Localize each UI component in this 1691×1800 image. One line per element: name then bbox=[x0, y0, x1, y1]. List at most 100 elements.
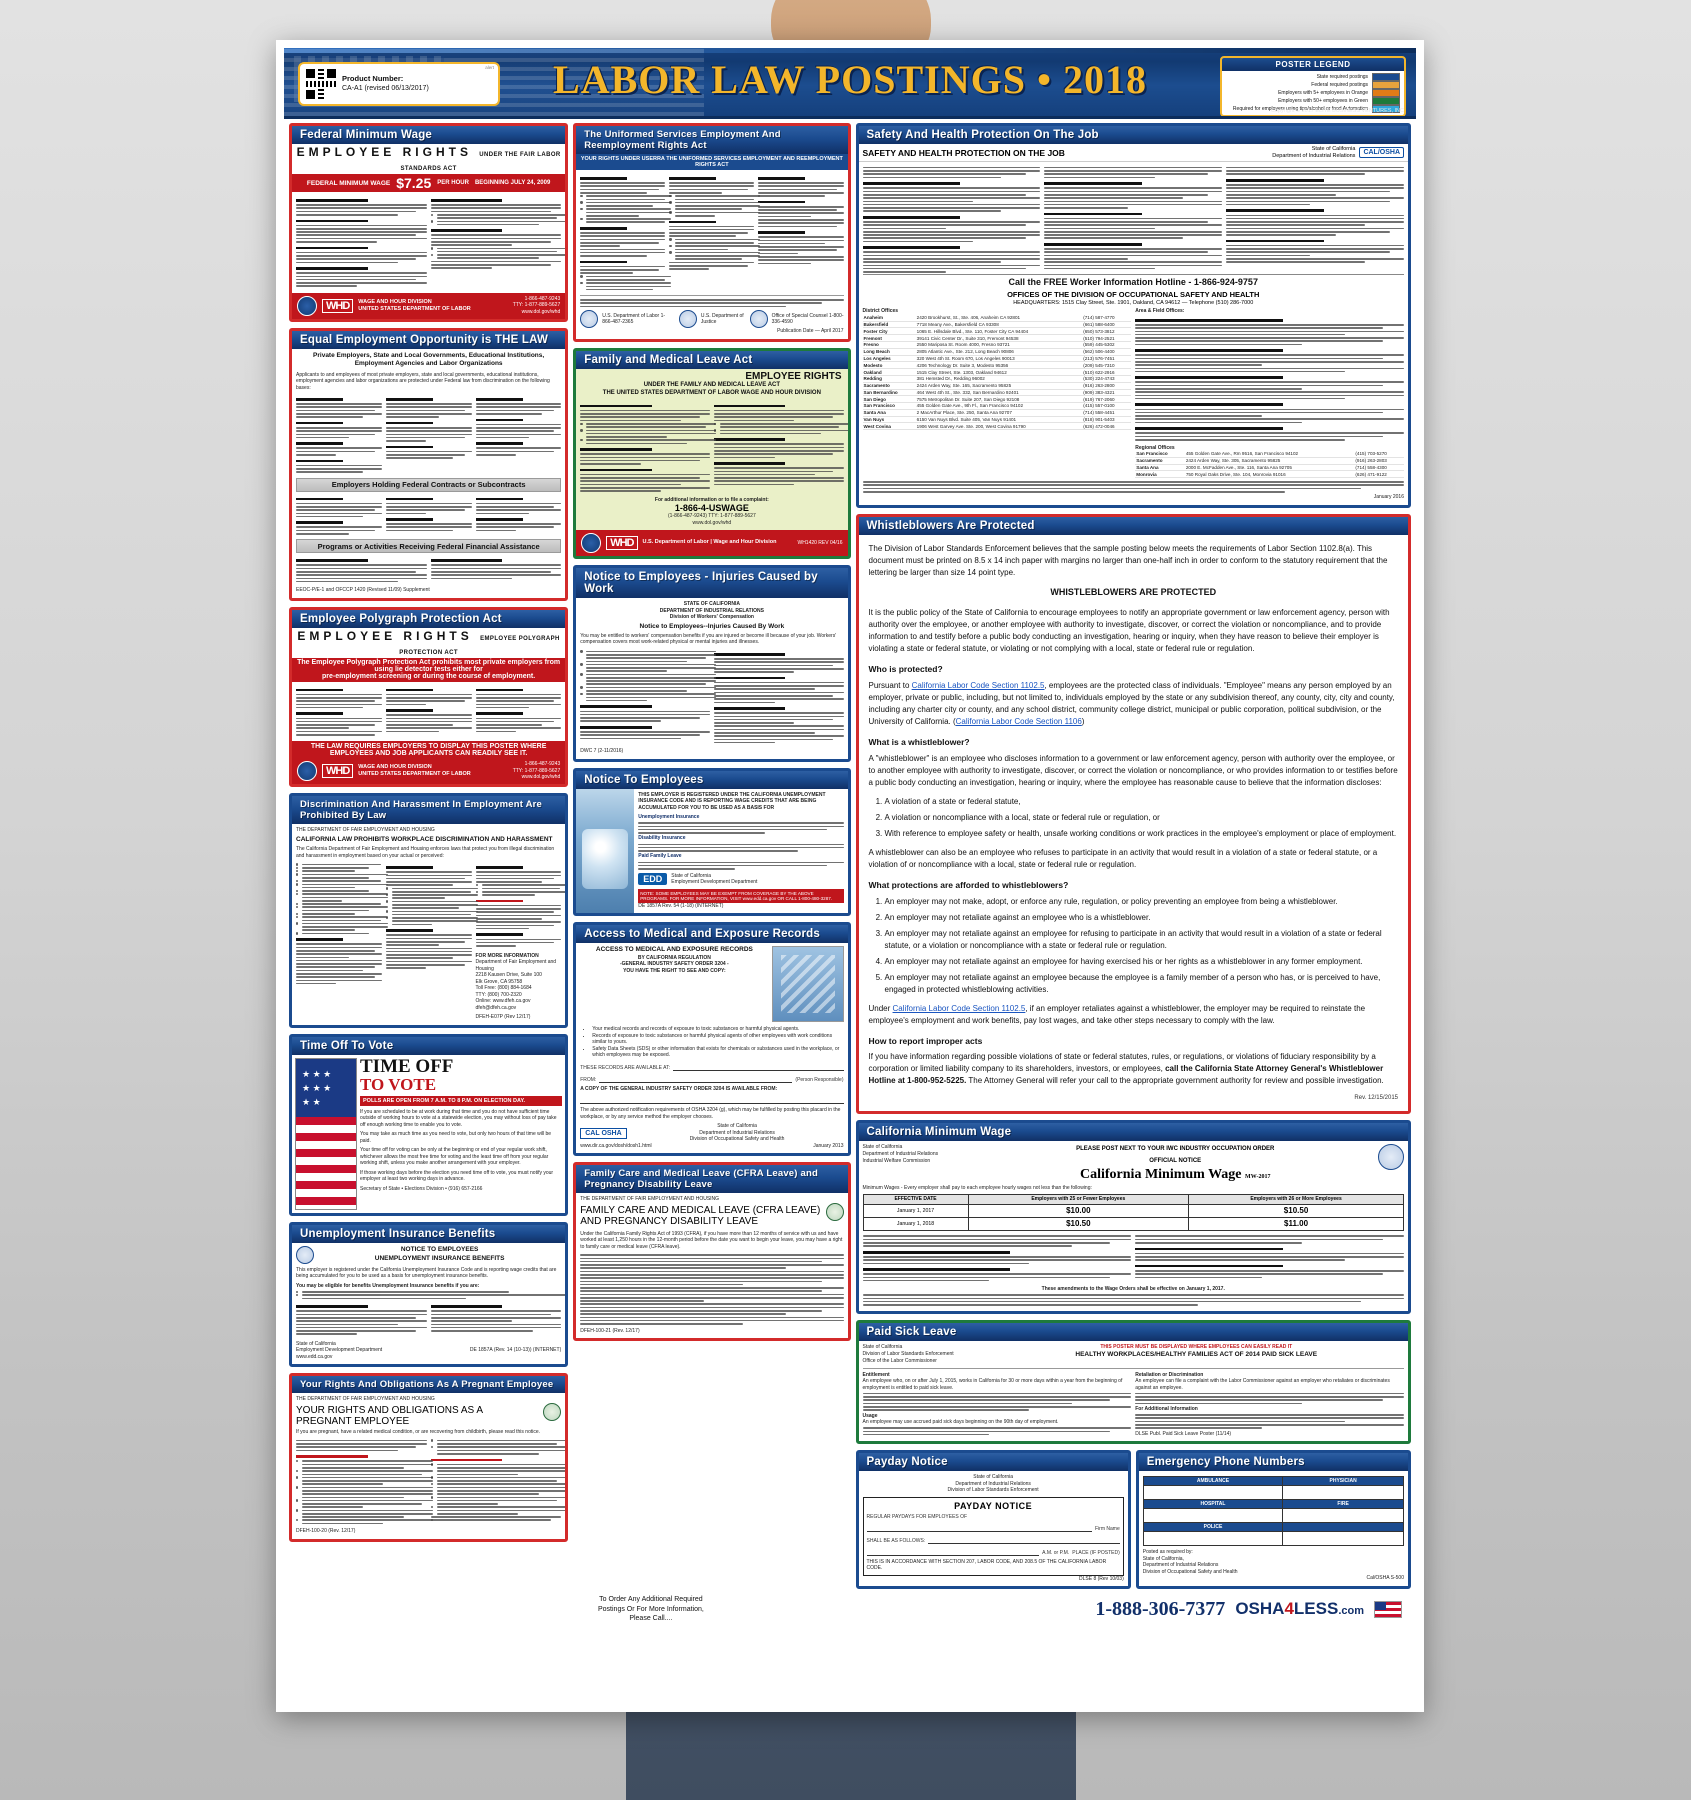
office-address: 6150 Van Nuys Blvd. Suite 405, Van Nuys … bbox=[915, 416, 1083, 424]
panel-header: Discrimination And Harassment In Employm… bbox=[292, 796, 566, 825]
table-row: Bakersfield 7718 Meany Ave., Bakersfield … bbox=[862, 321, 1132, 329]
table-row: Sacramento 2424 Arden Way, Ste. 305, Sacr… bbox=[1135, 457, 1404, 465]
flag-stripes bbox=[296, 1116, 356, 1209]
psl-retaliation-label: Retaliation or Discrimination bbox=[1135, 1371, 1204, 1378]
injuries-lead: You may be entitled to workers' compensa… bbox=[580, 632, 837, 646]
office-phone: (661) 588-6400 bbox=[1082, 321, 1132, 329]
order-phone[interactable]: 1-888-306-7377 bbox=[1095, 1597, 1226, 1620]
edd-web[interactable]: www.edd.ca.gov bbox=[296, 1353, 333, 1360]
whd-mark: WHD bbox=[322, 764, 354, 779]
office-address: 39141 Civic Center Dr., Suite 310, Fremo… bbox=[915, 334, 1083, 343]
cell-fire[interactable] bbox=[1282, 1508, 1404, 1524]
table-row: Fresno 2550 Mariposa St. Room 4000, Fresn… bbox=[862, 341, 1132, 349]
dfeh-seal-icon bbox=[543, 1403, 562, 1422]
payday-time-input[interactable] bbox=[866, 1547, 1040, 1556]
dol-seal-icon bbox=[297, 761, 317, 782]
psl-title-2: HEALTHY WORKPLACES/HEALTHY FAMILIES ACT … bbox=[1075, 1350, 1318, 1358]
legend-swatch-green bbox=[1372, 97, 1400, 105]
fmla-tty: (1-866-487-9243) TTY: 1-877-889-5627 bbox=[667, 513, 756, 520]
office-address: 2424 Arden Way, Ste. 165, Sacramento 958… bbox=[915, 382, 1083, 390]
amr-from-input[interactable] bbox=[599, 1074, 793, 1083]
wb-protections-heading: What protections are afforded to whistle… bbox=[868, 879, 1069, 890]
table-row: Modesto 4206 Technology Dr. Suite 3, Mode… bbox=[862, 361, 1132, 370]
district-offices-label: District Offices bbox=[862, 308, 899, 315]
injuries-division: Division of Workers' Compensation bbox=[669, 614, 754, 621]
unemployment-title: UNEMPLOYMENT INSURANCE BENEFITS bbox=[374, 1254, 505, 1262]
cell-other[interactable] bbox=[1282, 1531, 1404, 1547]
program-disability: Disability Insurance bbox=[638, 835, 686, 842]
fmla-info-line: For additional information or to file a … bbox=[654, 496, 769, 503]
wb-under-b: , if an employer retaliates against a wh… bbox=[868, 1003, 1366, 1025]
panel-injuries-caused-by-work: Notice to Employees - Injuries Caused by… bbox=[573, 565, 851, 762]
wb-under-body: Under California Labor Code Section 1102… bbox=[869, 1003, 1399, 1027]
panel-header: Access to Medical and Exposure Records bbox=[576, 925, 848, 944]
payday-agency-3: Division of Labor Standards Enforcement bbox=[947, 1487, 1039, 1494]
table-row: Oakland 1515 Clay Street, Ste. 1303, Oakl… bbox=[862, 368, 1132, 376]
office-city: Fresno bbox=[862, 341, 916, 349]
wb-report-c: The Attorney General will refer your cal… bbox=[968, 1076, 1384, 1086]
text-column bbox=[430, 195, 566, 289]
office-city: Foster City bbox=[862, 327, 916, 336]
panel-pregnant-employee: Your Rights And Obligations As A Pregnan… bbox=[289, 1373, 569, 1542]
labor-code-1102-5-link-2[interactable]: California Labor Code Section 1102.5 bbox=[892, 1003, 1026, 1013]
fmla-web[interactable]: www.dol.gov/whd bbox=[692, 519, 732, 526]
legend-swatch-tips bbox=[1372, 105, 1400, 113]
panel-body: STATE OF CALIFORNIA DEPARTMENT OF INDUST… bbox=[576, 598, 847, 759]
labor-code-1102-5-link[interactable]: California Labor Code Section 1102.5 bbox=[911, 681, 1045, 691]
labor-code-1106-link[interactable]: California Labor Code Section 1106 bbox=[955, 717, 1082, 727]
brand-logo[interactable]: OSHA4LESS.com bbox=[1235, 1599, 1364, 1619]
red-line-1: The Employee Polygraph Protection Act pr… bbox=[297, 659, 561, 674]
act-name: UNDER THE FAMILY AND MEDICAL LEAVE ACT bbox=[576, 381, 848, 390]
userra-agency-2: U.S. Department of Justice bbox=[700, 312, 744, 326]
poster-footer: To Order Any Additional Required Posting… bbox=[284, 1589, 1416, 1627]
mw-intro: Minimum Wages - Every employer shall pay… bbox=[862, 1185, 1092, 1192]
mw-small-employer: $10.00 bbox=[967, 1203, 1190, 1218]
dol-agency-bar: WHD U.S. Department of Labor | Wage and … bbox=[576, 530, 848, 557]
office-city: San Diego bbox=[862, 395, 916, 404]
agency-web[interactable]: www.dol.gov/whd bbox=[521, 774, 561, 781]
psl-agency-2: Division of Labor Standards Enforcement bbox=[862, 1351, 954, 1358]
ca-state-seal-icon bbox=[1378, 1144, 1404, 1171]
office-phone: (559) 445-5302 bbox=[1082, 341, 1132, 349]
text-column bbox=[385, 394, 472, 475]
office-phone: (530) 224-4743 bbox=[1082, 375, 1132, 383]
col-26-or-more: Employers with 26 or More Employees bbox=[1188, 1193, 1404, 1205]
cell-physician[interactable] bbox=[1282, 1485, 1404, 1501]
psl-entitlement: An employee who, on or after July 1, 201… bbox=[862, 1378, 1123, 1391]
payday-firm-input[interactable] bbox=[866, 1523, 1093, 1532]
cell-hospital[interactable] bbox=[1142, 1508, 1284, 1524]
order-note-1: To Order Any Additional Required bbox=[599, 1596, 703, 1604]
table-row: Sacramento 2424 Arden Way, Ste. 165, Sacr… bbox=[862, 382, 1132, 390]
fmla-revision: WH1420 REV 04/16 bbox=[797, 539, 843, 546]
payday-schedule-input[interactable] bbox=[928, 1535, 1120, 1544]
panel-discrimination-harassment: Discrimination And Harassment In Employm… bbox=[289, 793, 569, 1028]
program-unemployment: Unemployment Insurance bbox=[638, 814, 700, 821]
office-phone: (916) 263-2803 bbox=[1354, 457, 1404, 465]
cell-police[interactable] bbox=[1142, 1531, 1284, 1547]
col-ambulance: AMBULANCE bbox=[1142, 1476, 1284, 1487]
amr-web[interactable]: www.dir.ca.gov/dosh/dosh1.html bbox=[580, 1142, 652, 1149]
panel-access-medical-records: Access to Medical and Exposure Records A… bbox=[573, 922, 851, 1157]
office-phone: (916) 263-2800 bbox=[1082, 382, 1132, 390]
userra-footer: Publication Date — April 2017 bbox=[777, 328, 844, 335]
dol-agency-text: WAGE AND HOUR DIVISION UNITED STATES DEP… bbox=[358, 299, 470, 313]
panel-body: THE DEPARTMENT OF FAIR EMPLOYMENT AND HO… bbox=[292, 824, 566, 1025]
psl-entitlement-label: Entitlement bbox=[862, 1371, 890, 1378]
table-row bbox=[1142, 1508, 1404, 1524]
cell-ambulance[interactable] bbox=[1142, 1485, 1284, 1501]
amr-agency-1: State of California bbox=[717, 1123, 757, 1130]
whd-mark: WHD bbox=[322, 298, 354, 313]
panel-whistleblowers-protected: Whistleblowers Are Protected The Divisio… bbox=[855, 513, 1411, 1115]
amr-where-input[interactable] bbox=[673, 1062, 844, 1071]
fmla-dept: U.S. Department of Labor | Wage and Hour… bbox=[642, 539, 777, 546]
agency-web[interactable]: www.dol.gov/whd bbox=[521, 308, 561, 315]
amr-agency-3: Division of Occupational Safety and Heal… bbox=[689, 1136, 785, 1143]
office-phone: (415) 703-5270 bbox=[1354, 451, 1404, 458]
table-row: San Francisco 455 Golden Gate Ave., 9th F… bbox=[862, 402, 1132, 410]
wb-what-body: A "whistleblower" is an employee who dis… bbox=[868, 753, 1398, 787]
edd-logo: EDD bbox=[638, 873, 668, 886]
amr-copy-input[interactable] bbox=[580, 1095, 844, 1105]
userra-agency-1: U.S. Department of Labor 1-866-487-2365 bbox=[602, 312, 666, 326]
edd-dept: Employment Development Department bbox=[671, 879, 758, 886]
amr-title: ACCESS TO MEDICAL AND EXPOSURE RECORDS bbox=[595, 946, 753, 954]
